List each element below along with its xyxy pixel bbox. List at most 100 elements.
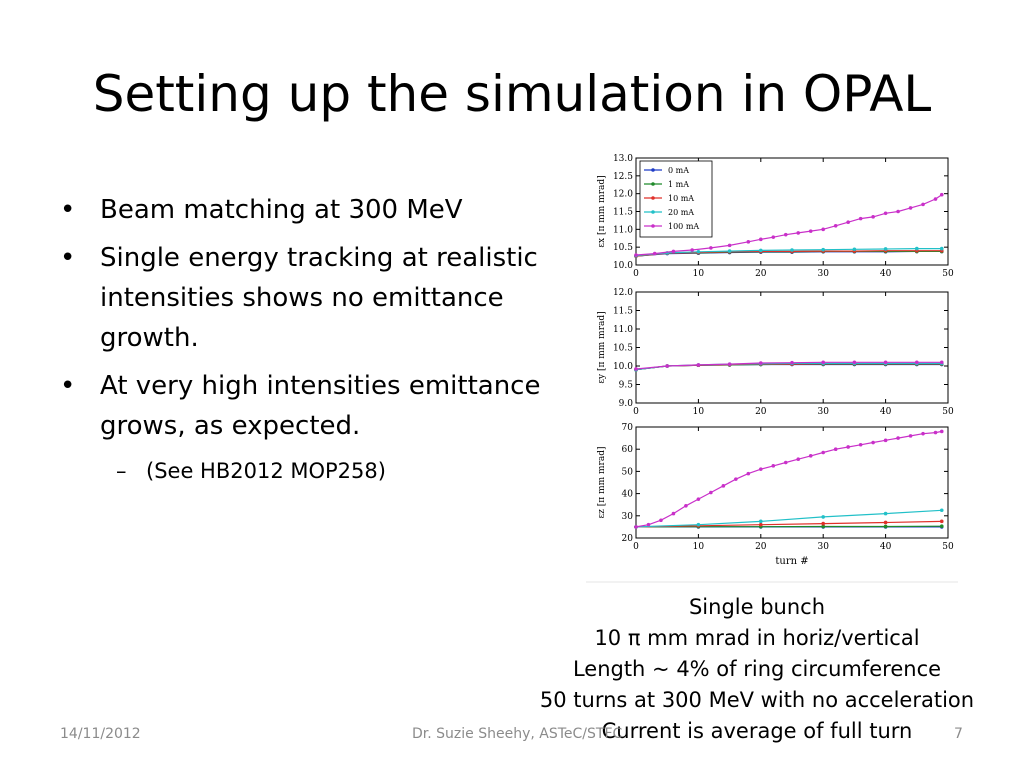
data-point	[783, 460, 788, 465]
data-point	[634, 367, 638, 371]
bullet-glyph: •	[60, 243, 76, 273]
data-point	[883, 520, 888, 525]
data-point	[939, 429, 944, 434]
data-point	[871, 215, 875, 219]
y-tick-label: 12.0	[613, 288, 633, 298]
data-point	[671, 511, 676, 516]
legend-entry: 10 mA	[668, 194, 694, 203]
series-line	[635, 509, 942, 528]
y-tick-label: 60	[622, 445, 634, 455]
series-line	[635, 525, 942, 528]
data-point	[933, 430, 938, 435]
data-point	[896, 436, 900, 440]
data-point	[915, 360, 919, 365]
bullet-item: • Single energy tracking at realistic in…	[58, 238, 578, 358]
x-tick-label: 20	[755, 542, 767, 552]
caption-line: Length ~ 4% of ring circumference	[572, 657, 942, 681]
data-point	[759, 467, 763, 471]
y-axis-label: εy [π mm mrad]	[597, 311, 607, 383]
caption-line: Single bunch	[688, 595, 826, 619]
y-tick-label: 40	[622, 490, 634, 500]
chart-panel-3: 0 10 20 30 40 50 20 30 40 50 60 70 εz [π mm mrad] tur…	[597, 423, 954, 567]
x-tick-label: 40	[880, 269, 892, 279]
y-tick-label: 50	[622, 467, 634, 477]
chart-panel-1: 0 10 20 30 40 50 10.0 10.5 11.0 11.5 12.0 12.5 13.0 ε…	[597, 154, 954, 279]
data-point	[759, 237, 763, 242]
chart-legend: 0 mA 1 mA 10 mA 20 mA 100 mA	[639, 160, 713, 238]
x-tick-label: 10	[693, 542, 705, 552]
data-point	[821, 360, 825, 365]
data-point	[821, 450, 825, 455]
legend-marker	[651, 168, 655, 172]
data-point	[846, 220, 850, 224]
data-point	[771, 235, 776, 239]
data-point	[821, 515, 825, 519]
x-tick-label: 30	[817, 269, 829, 279]
data-point	[759, 522, 763, 527]
data-point	[858, 442, 863, 447]
data-point	[634, 253, 638, 257]
data-point	[771, 464, 776, 468]
y-tick-label: 11.5	[613, 307, 633, 317]
y-axis-label: εx [π mm mrad]	[597, 175, 607, 247]
footer-date: 14/11/2012	[60, 726, 141, 742]
x-tick-label: 20	[755, 407, 767, 417]
data-point	[939, 524, 944, 529]
legend-entry: 1 mA	[668, 180, 689, 189]
data-point	[921, 431, 925, 436]
x-tick-label: 30	[817, 407, 829, 417]
footer-author: Dr. Suzie Sheehy, ASTeC/STFC	[412, 726, 623, 742]
plot-frame	[635, 291, 949, 404]
data-point	[727, 243, 732, 248]
data-point	[883, 511, 888, 516]
figure-caption: Single bunch 10 π mm mrad in horiz/verti…	[520, 592, 994, 747]
data-point	[684, 504, 688, 508]
x-tick-label: 10	[693, 269, 705, 279]
bullet-list: • Beam matching at 300 MeV • Single ener…	[58, 190, 578, 488]
data-point	[696, 522, 701, 527]
data-point	[846, 445, 850, 449]
data-point	[939, 508, 944, 513]
data-point	[709, 246, 713, 250]
x-tick-label: 40	[880, 542, 892, 552]
series-100-mA	[634, 192, 944, 257]
data-point	[883, 360, 888, 365]
data-point	[883, 247, 888, 251]
data-point	[908, 434, 913, 438]
y-tick-label: 10.0	[613, 261, 633, 271]
data-point	[721, 484, 726, 488]
data-point	[671, 249, 676, 254]
data-point	[734, 477, 738, 481]
data-point	[783, 232, 788, 237]
y-tick-label: 11.0	[613, 325, 633, 335]
caption-line: 10 π mm mrad in horiz/vertical	[594, 626, 920, 650]
legend-entry: 0 mA	[668, 166, 689, 175]
series-100-mA	[634, 429, 944, 529]
y-axis-label: εz [π mm mrad]	[597, 447, 607, 519]
data-point	[790, 248, 794, 252]
y-tick-label: 10.5	[613, 243, 633, 253]
bullet-glyph: •	[60, 195, 76, 225]
data-point	[833, 223, 838, 228]
y-tick-label: 10.0	[613, 362, 633, 372]
data-point	[896, 209, 900, 214]
caption-line: 50 turns at 300 MeV with no acceleration	[539, 688, 975, 712]
data-point	[883, 524, 888, 529]
data-point	[852, 360, 857, 365]
bullet-item: • Beam matching at 300 MeV	[58, 190, 578, 230]
y-tick-label: 20	[622, 534, 634, 544]
data-point	[833, 447, 838, 452]
bullet-text: Beam matching at 300 MeV	[100, 195, 463, 225]
data-point	[915, 246, 919, 251]
x-tick-label: 0	[633, 407, 639, 417]
legend-marker	[651, 182, 655, 186]
caption-line: Current is average of full turn	[601, 719, 913, 743]
data-point	[933, 197, 938, 201]
data-point	[634, 525, 638, 529]
x-tick-label: 30	[817, 542, 829, 552]
data-point	[759, 248, 763, 253]
y-tick-label: 70	[622, 423, 634, 433]
data-point	[646, 522, 651, 527]
x-tick-label: 10	[693, 407, 705, 417]
data-point	[746, 471, 751, 476]
